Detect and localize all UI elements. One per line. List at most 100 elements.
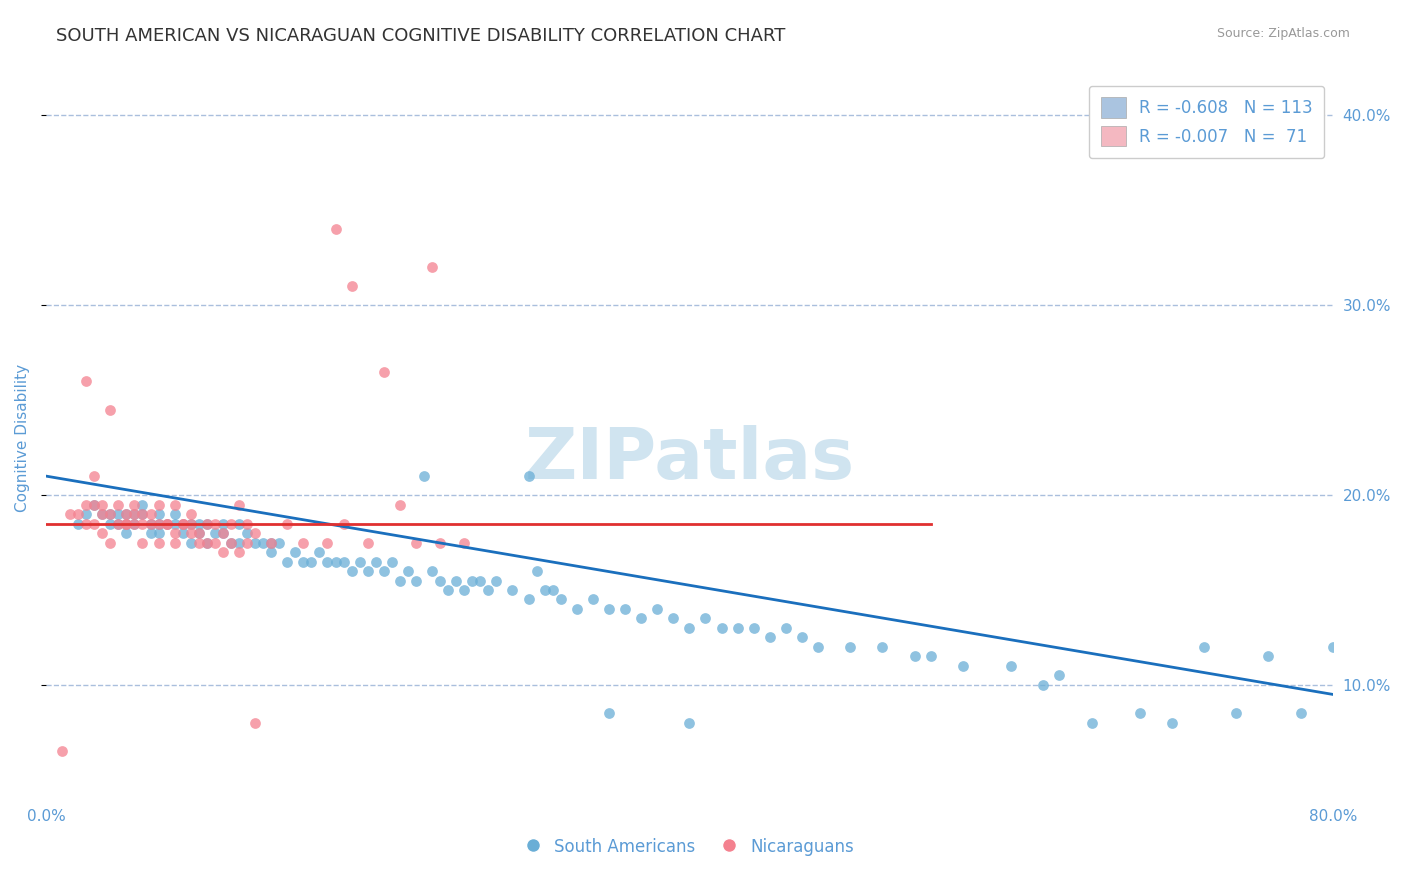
Point [260,545,283,559]
Point [388,574,411,588]
Point [107,516,129,531]
Point [614,602,637,616]
Point [139,507,162,521]
Point [131,507,153,521]
Point [115,516,138,531]
Point [1129,706,1152,721]
Point [630,611,652,625]
Point [1161,715,1184,730]
Point [155,516,177,531]
Point [790,631,813,645]
Point [470,574,492,588]
Point [308,545,330,559]
Point [292,535,315,549]
Point [204,516,226,531]
Text: Source: ZipAtlas.com: Source: ZipAtlas.com [1216,27,1350,40]
Point [172,516,194,531]
Point [91,507,114,521]
Point [172,516,194,531]
Point [759,631,782,645]
Point [405,535,427,549]
Point [316,535,339,549]
Point [148,526,170,541]
Point [148,498,170,512]
Point [163,535,186,549]
Point [163,507,186,521]
Point [260,535,283,549]
Point [437,582,460,597]
Point [163,526,186,541]
Point [325,222,347,236]
Point [1289,706,1312,721]
Point [252,535,274,549]
Point [526,564,548,578]
Point [299,555,322,569]
Point [228,516,250,531]
Point [115,507,138,521]
Point [269,535,291,549]
Point [292,555,315,569]
Point [373,365,395,379]
Point [485,574,508,588]
Point [83,498,105,512]
Point [115,516,138,531]
Point [1047,668,1070,682]
Point [83,516,105,531]
Point [180,516,202,531]
Point [1354,697,1376,711]
Point [228,535,250,549]
Point [163,516,186,531]
Point [204,535,226,549]
Point [388,498,411,512]
Point [582,592,605,607]
Point [148,516,170,531]
Point [187,516,209,531]
Point [444,574,467,588]
Point [413,469,436,483]
Point [98,516,121,531]
Point [775,621,797,635]
Point [645,602,668,616]
Point [742,621,765,635]
Point [228,498,250,512]
Point [148,535,170,549]
Point [172,516,194,531]
Point [325,555,347,569]
Text: SOUTH AMERICAN VS NICARAGUAN COGNITIVE DISABILITY CORRELATION CHART: SOUTH AMERICAN VS NICARAGUAN COGNITIVE D… [56,27,786,45]
Point [533,582,555,597]
Legend: South Americans, Nicaraguans: South Americans, Nicaraguans [517,831,860,863]
Point [276,516,298,531]
Point [180,507,202,521]
Point [1000,659,1022,673]
Point [420,260,443,275]
Point [139,516,162,531]
Point [357,535,380,549]
Point [187,526,209,541]
Point [565,602,588,616]
Point [124,516,146,531]
Point [598,706,620,721]
Point [98,402,121,417]
Point [75,498,97,512]
Point [67,516,90,531]
Point [131,507,153,521]
Point [124,516,146,531]
Point [115,526,138,541]
Point [405,574,427,588]
Point [131,535,153,549]
Point [236,516,259,531]
Point [195,535,218,549]
Point [952,659,974,673]
Point [91,526,114,541]
Point [1322,640,1344,654]
Point [662,611,685,625]
Point [75,507,97,521]
Point [124,507,146,521]
Point [172,526,194,541]
Point [340,279,363,293]
Point [204,526,226,541]
Point [727,621,749,635]
Point [381,555,404,569]
Point [807,640,830,654]
Point [357,564,380,578]
